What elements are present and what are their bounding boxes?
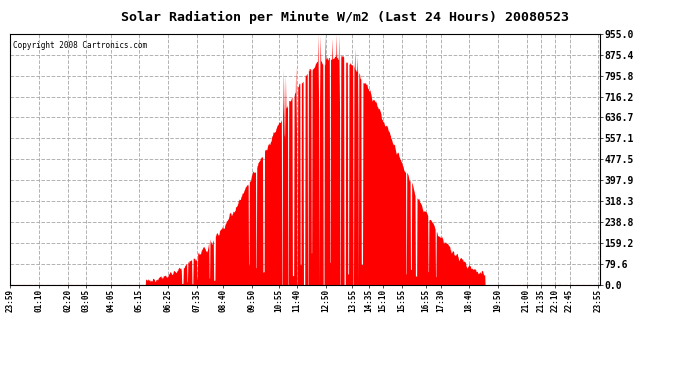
Text: Copyright 2008 Cartronics.com: Copyright 2008 Cartronics.com (13, 41, 148, 50)
Text: Solar Radiation per Minute W/m2 (Last 24 Hours) 20080523: Solar Radiation per Minute W/m2 (Last 24… (121, 11, 569, 24)
